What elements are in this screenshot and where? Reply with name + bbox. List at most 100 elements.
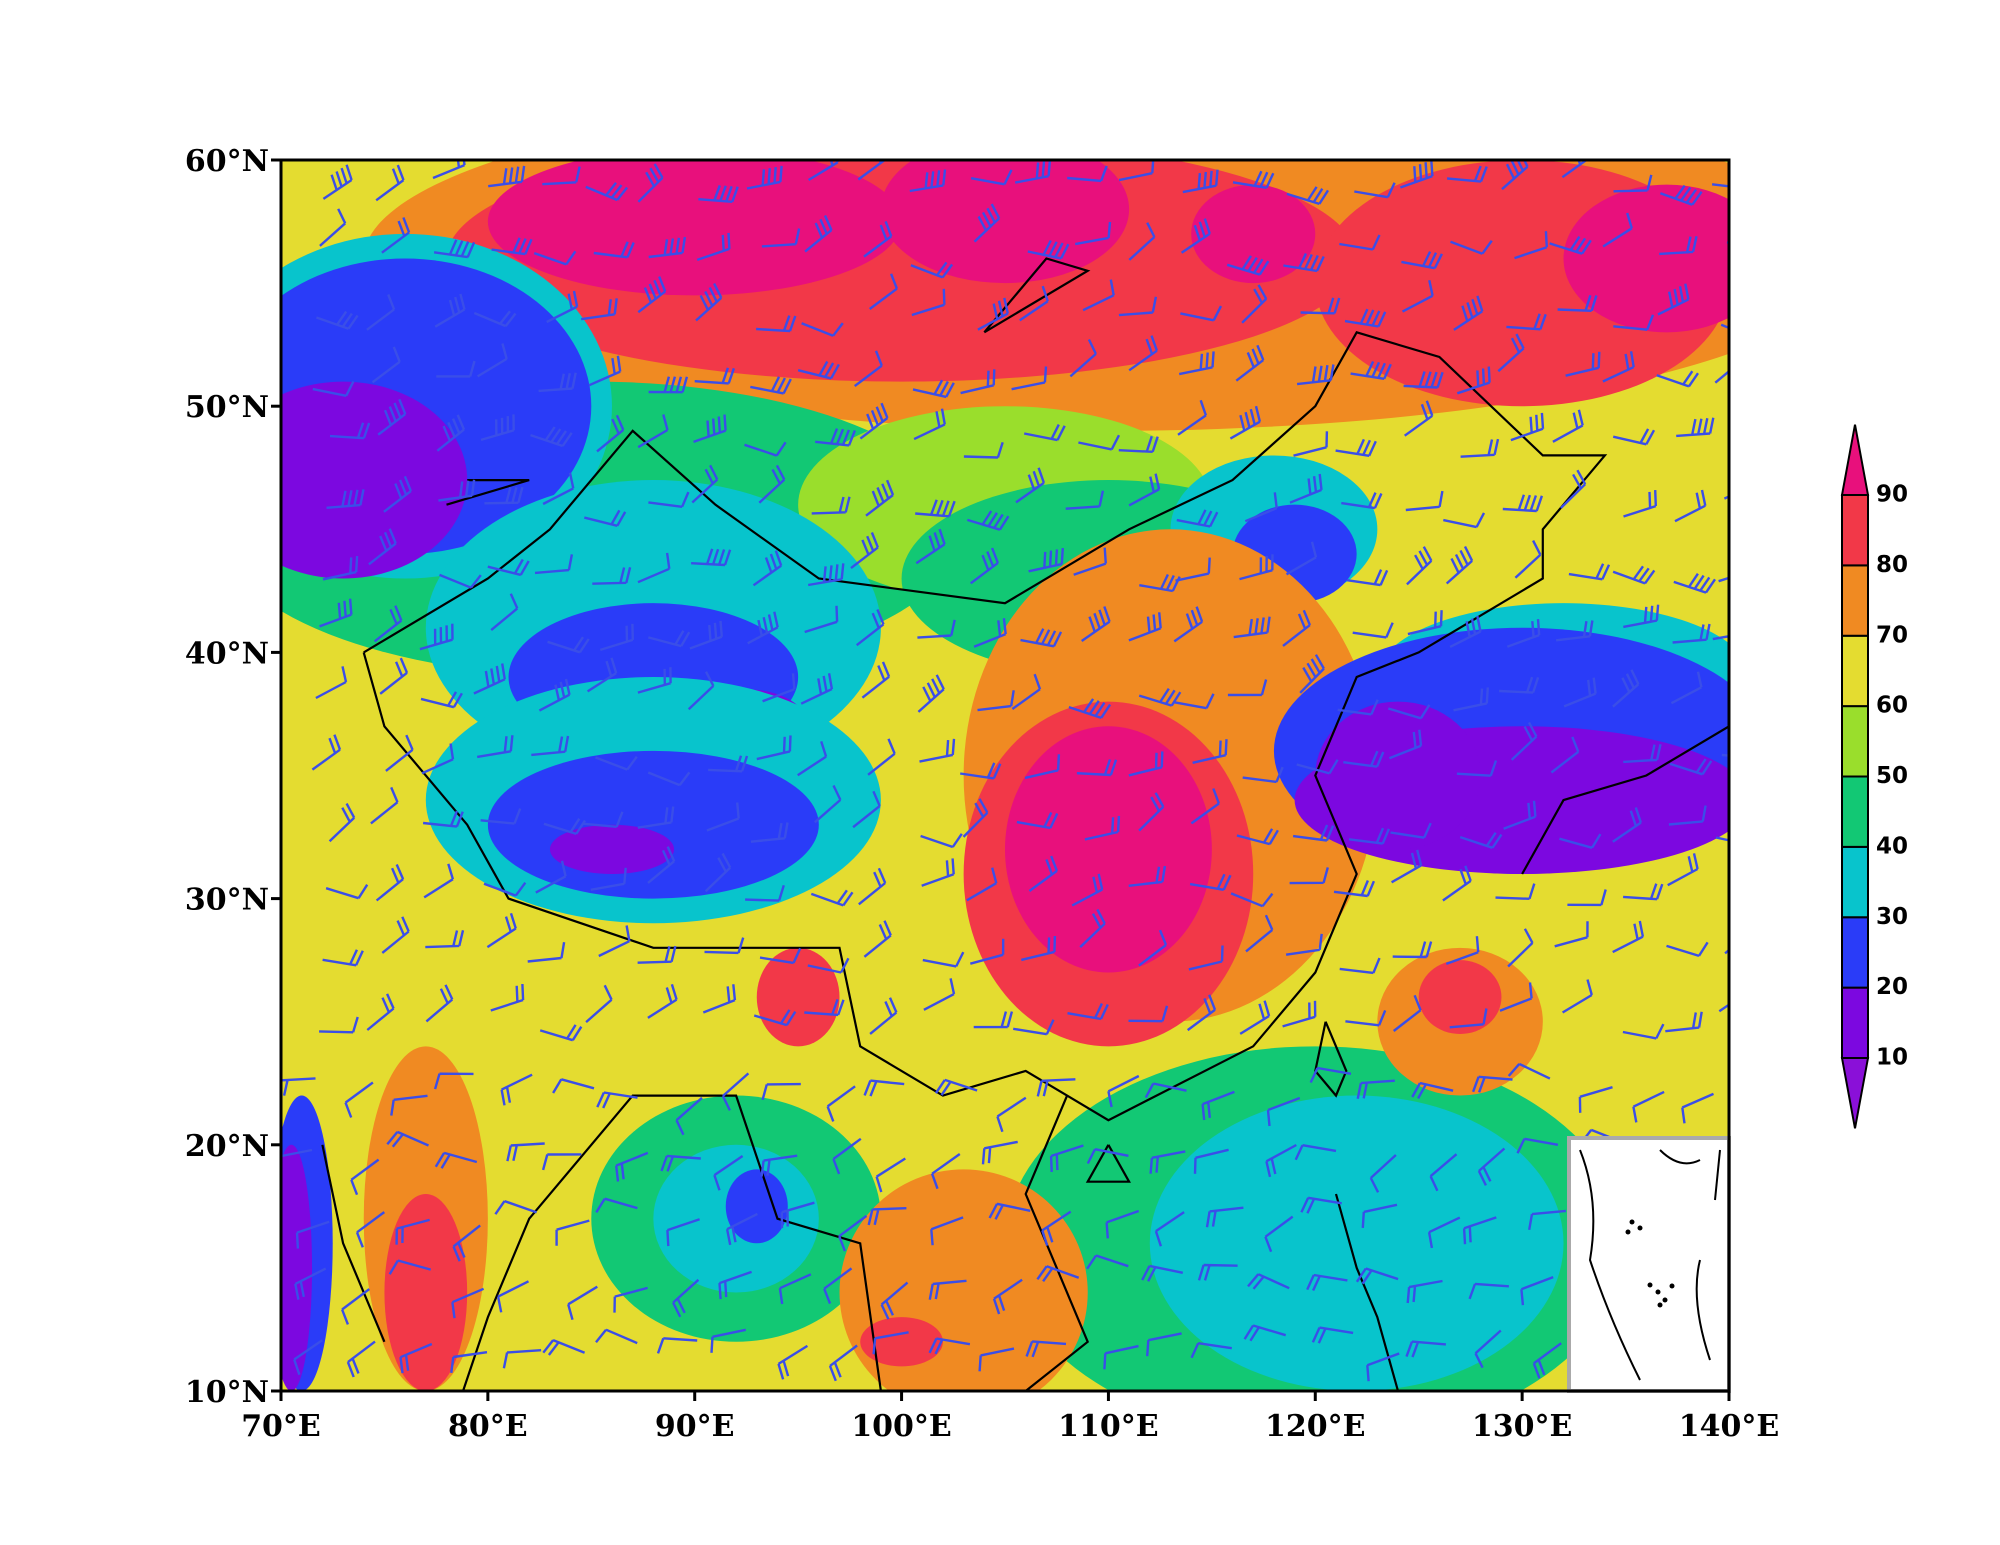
wind-barb	[1128, 473, 1161, 507]
wind-barb	[880, 1281, 909, 1320]
wind-barb	[477, 735, 514, 759]
wind-barb	[966, 867, 998, 902]
wind-barb	[977, 690, 1015, 712]
colorbar-box	[1841, 705, 1869, 778]
wind-barb	[381, 217, 411, 254]
contour-region	[1191, 184, 1316, 284]
wind-barb	[1086, 1254, 1129, 1270]
wind-barb	[294, 1267, 327, 1300]
wind-barb	[366, 993, 395, 1031]
wind-barb	[1245, 914, 1274, 953]
wind-barb	[704, 852, 732, 893]
wind-barb	[580, 298, 618, 321]
wind-barb	[1333, 880, 1376, 898]
wind-barb	[1392, 994, 1422, 1032]
wind-barb	[421, 743, 455, 775]
wind-barb	[746, 165, 783, 190]
wind-barb	[928, 1279, 967, 1300]
wind-barb	[778, 1273, 812, 1305]
wind-barb	[1403, 371, 1444, 389]
wind-barb	[1668, 805, 1707, 826]
wind-barb	[1727, 695, 1729, 699]
wind-barb	[930, 1216, 964, 1246]
wind-barb	[912, 379, 955, 399]
wind-barb	[1069, 338, 1097, 378]
wind-barb	[760, 1154, 798, 1177]
wind-barb	[1079, 908, 1106, 948]
contour-region	[1315, 701, 1481, 850]
wind-barb	[1180, 305, 1223, 322]
wind-barb	[1578, 1086, 1613, 1113]
wind-barb	[1138, 929, 1168, 967]
wind-barb	[1190, 1342, 1232, 1359]
wind-barb	[547, 636, 590, 654]
wind-barb	[1528, 1209, 1567, 1231]
wind-barb	[1190, 788, 1221, 825]
wind-barb	[1403, 400, 1434, 437]
wind-barb	[1285, 933, 1323, 956]
wind-barb	[595, 1328, 638, 1345]
wind-barb	[480, 414, 515, 442]
wind-barb	[1229, 405, 1262, 440]
wind-barb	[1445, 545, 1474, 585]
wind-barb	[969, 547, 1000, 585]
wind-barb	[1128, 751, 1164, 777]
wind-barb	[1550, 736, 1580, 774]
wind-barb	[1613, 314, 1655, 331]
wind-barb	[419, 623, 454, 651]
wind-barb	[433, 1072, 474, 1090]
colorbar-box	[1841, 775, 1869, 848]
wind-barb	[1507, 1062, 1551, 1080]
wind-barb	[1460, 438, 1500, 458]
wind-barb	[1405, 490, 1444, 512]
wind-barb	[1309, 1066, 1352, 1084]
inset-frame	[1567, 1136, 1731, 1393]
inset	[1567, 1136, 1731, 1393]
wind-barb	[855, 609, 885, 647]
wind-barb	[1456, 366, 1491, 395]
wind-barb	[637, 667, 672, 694]
wind-barb	[675, 1096, 703, 1136]
wind-barb	[750, 376, 792, 395]
colorbar-label: 70	[1876, 622, 1908, 648]
wind-barb	[1411, 1081, 1454, 1099]
wind-barb	[1138, 687, 1182, 707]
wind-barb	[800, 673, 834, 705]
wind-barb	[869, 997, 898, 1035]
wind-barb	[1197, 1263, 1238, 1281]
wind-barb	[1020, 628, 1063, 648]
wind-barb	[698, 184, 739, 203]
wind-barb	[725, 1212, 758, 1246]
colorbar-label: 30	[1876, 904, 1908, 930]
wind-barb	[1666, 941, 1709, 958]
wind-barb	[1205, 1206, 1244, 1228]
wind-barb	[648, 236, 687, 259]
wind-barb	[1453, 687, 1489, 712]
wind-barb	[1612, 669, 1640, 708]
wind-barb	[637, 552, 671, 584]
wind-barb	[1293, 431, 1329, 457]
axes: 70°E 80°E 90°E 100°E 110°E 120°E 130°E 140°E 10°…	[185, 144, 1779, 1444]
wind-barb	[1346, 569, 1389, 587]
wind-barb	[1672, 623, 1711, 644]
wind-barb	[814, 784, 842, 824]
wind-barb	[858, 867, 887, 906]
wind-barb	[311, 734, 342, 771]
wind-barb	[922, 951, 965, 968]
wind-barb	[388, 1259, 432, 1275]
wind-barb	[647, 630, 691, 648]
wind-barb	[963, 441, 1004, 459]
wind-barb	[555, 1219, 590, 1246]
wind-barb	[1230, 892, 1274, 908]
wind-barb	[541, 1153, 582, 1171]
wind-barb	[917, 619, 956, 639]
wind-barb	[1176, 509, 1219, 528]
wind-barb	[1232, 170, 1275, 189]
contour-region	[756, 947, 840, 1047]
wind-barb	[696, 232, 731, 262]
wind-barb	[534, 554, 574, 575]
wind-barb	[853, 350, 883, 388]
boundary-line	[1314, 1021, 1348, 1098]
wind-barb	[1474, 1329, 1502, 1369]
wind-barb	[1227, 679, 1268, 697]
